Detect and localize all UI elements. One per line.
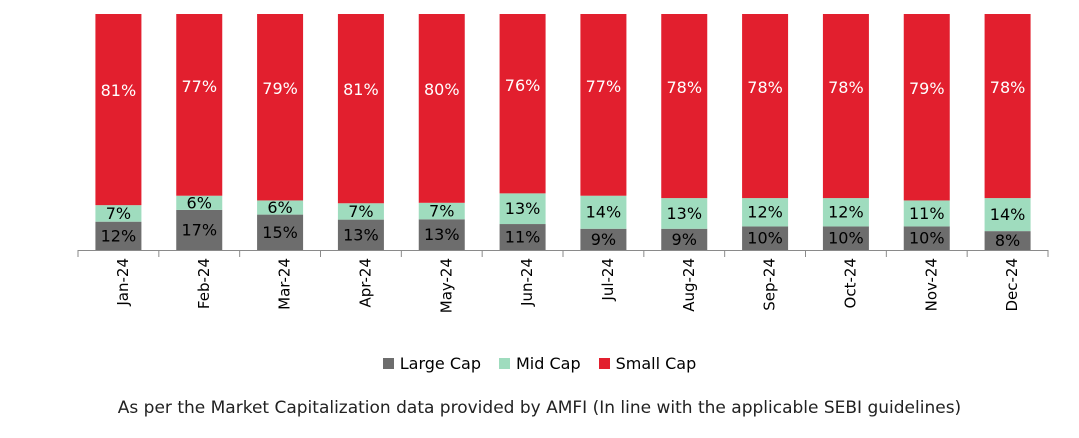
bar-segment-mid-cap-nov-24 [903, 200, 950, 227]
legend-label: Mid Cap [515, 354, 581, 373]
bar-segment-mid-cap-jul-24 [580, 195, 627, 229]
bar-segment-small-cap-mar-24 [257, 14, 304, 201]
data-label-mid-cap-may-24: 7% [429, 202, 454, 221]
bar-segment-large-cap-dec-24 [984, 231, 1031, 250]
data-label-mid-cap-apr-24: 7% [348, 202, 373, 221]
bar-segment-mid-cap-mar-24 [257, 200, 304, 215]
data-label-large-cap-oct-24: 10% [828, 229, 864, 248]
x-tick-label-jun-24: Jun-24 [518, 258, 536, 307]
bar-segment-small-cap-dec-24 [984, 14, 1031, 199]
bar-segment-small-cap-nov-24 [903, 14, 950, 201]
bar-segment-large-cap-aug-24 [661, 228, 708, 250]
data-label-mid-cap-mar-24: 6% [267, 198, 292, 217]
bar-segment-large-cap-nov-24 [903, 226, 950, 250]
data-label-mid-cap-sep-24: 12% [747, 203, 783, 222]
data-label-small-cap-feb-24: 77% [181, 77, 217, 96]
x-tick-label-dec-24: Dec-24 [1003, 258, 1021, 312]
legend-swatch [598, 358, 610, 369]
data-label-mid-cap-oct-24: 12% [828, 203, 864, 222]
bar-segment-mid-cap-dec-24 [984, 198, 1031, 232]
bar-segment-large-cap-jul-24 [580, 228, 627, 250]
bar-segment-mid-cap-jun-24 [499, 193, 546, 225]
bar-segment-small-cap-oct-24 [822, 14, 869, 199]
data-label-small-cap-apr-24: 81% [343, 80, 379, 99]
x-tick-label-may-24: May-24 [437, 258, 455, 313]
data-label-mid-cap-dec-24: 14% [990, 205, 1026, 224]
data-label-mid-cap-jun-24: 13% [505, 199, 541, 218]
bar-segment-large-cap-apr-24 [337, 219, 384, 250]
footnote: As per the Market Capitalization data pr… [117, 398, 962, 418]
bar-segment-mid-cap-aug-24 [661, 198, 708, 229]
x-tick-label-jul-24: Jul-24 [599, 258, 617, 302]
bar-segment-small-cap-jul-24 [580, 14, 627, 196]
legend-label: Small Cap [615, 354, 697, 373]
x-tick-label-nov-24: Nov-24 [922, 258, 940, 311]
data-label-small-cap-jan-24: 81% [101, 81, 137, 100]
legend-item-mid-cap: Mid Cap [498, 354, 581, 373]
data-label-large-cap-dec-24: 8% [995, 231, 1020, 250]
x-tick-label-aug-24: Aug-24 [680, 258, 698, 312]
bar-segment-large-cap-mar-24 [257, 214, 304, 250]
x-tick-label-apr-24: Apr-24 [356, 258, 374, 308]
data-label-large-cap-jul-24: 9% [591, 230, 616, 249]
data-label-small-cap-aug-24: 78% [666, 78, 702, 97]
data-label-large-cap-aug-24: 9% [672, 230, 697, 249]
bar-segment-small-cap-apr-24 [337, 14, 384, 204]
legend-swatch [498, 358, 510, 369]
data-label-mid-cap-feb-24: 6% [187, 193, 212, 212]
x-tick-label-jan-24: Jan-24 [114, 258, 132, 307]
bar-segment-small-cap-feb-24 [176, 14, 223, 196]
x-axis: Jan-24 Feb-24 Mar-24 Apr-24 May-24 Jun-24 Jul-… [77, 250, 1049, 313]
data-label-large-cap-feb-24: 17% [181, 220, 217, 239]
x-tick-label-feb-24: Feb-24 [195, 258, 213, 309]
data-label-small-cap-mar-24: 79% [262, 79, 298, 98]
data-label-small-cap-oct-24: 78% [828, 78, 864, 97]
bar-segment-large-cap-sep-24 [742, 226, 789, 250]
data-label-small-cap-may-24: 80% [424, 80, 460, 99]
bar-segment-small-cap-jan-24 [95, 14, 142, 206]
data-label-large-cap-may-24: 13% [424, 225, 460, 244]
bar-segment-mid-cap-sep-24 [742, 198, 789, 227]
bar-segment-small-cap-sep-24 [742, 14, 789, 199]
bar-segment-small-cap-jun-24 [499, 14, 546, 194]
bar-segment-mid-cap-feb-24 [176, 195, 223, 210]
x-tick-label-sep-24: Sep-24 [761, 258, 779, 311]
legend-label: Large Cap [399, 354, 481, 373]
bar-segment-large-cap-jun-24 [499, 224, 546, 250]
x-tick-label-mar-24: Mar-24 [276, 258, 294, 310]
data-label-large-cap-jun-24: 11% [505, 228, 541, 247]
data-label-large-cap-mar-24: 15% [262, 223, 298, 242]
data-label-small-cap-nov-24: 79% [909, 79, 945, 98]
bar-segment-mid-cap-oct-24 [822, 198, 869, 227]
data-label-small-cap-jul-24: 77% [586, 77, 622, 96]
data-label-mid-cap-jul-24: 14% [586, 203, 622, 222]
stacked-bar-chart: 12% 7% 81% 17% 6% 77% 15% 6% 79% 13% 7% 81% 13% 7% 80%… [77, 14, 1049, 313]
data-label-small-cap-dec-24: 78% [990, 78, 1026, 97]
bar-segment-large-cap-feb-24 [176, 209, 223, 250]
bar-segment-large-cap-oct-24 [822, 226, 869, 250]
x-tick-label-oct-24: Oct-24 [841, 258, 859, 308]
bar-segment-mid-cap-jan-24 [95, 205, 142, 222]
bar-segment-small-cap-aug-24 [661, 14, 708, 199]
bar-group: 12% 7% 81% 17% 6% 77% 15% 6% 79% 13% 7% 81% 13% 7% 80%… [95, 14, 1031, 250]
data-label-mid-cap-aug-24: 13% [666, 204, 702, 223]
data-label-small-cap-jun-24: 76% [505, 76, 541, 95]
data-label-large-cap-apr-24: 13% [343, 225, 379, 244]
bar-segment-large-cap-may-24 [418, 219, 465, 250]
data-label-large-cap-nov-24: 10% [909, 229, 945, 248]
bar-segment-small-cap-may-24 [418, 14, 465, 203]
data-label-mid-cap-jan-24: 7% [106, 204, 131, 223]
legend-swatch [382, 358, 394, 369]
legend-item-small-cap: Small Cap [598, 354, 697, 373]
bar-segment-mid-cap-may-24 [418, 202, 465, 220]
data-label-mid-cap-nov-24: 11% [909, 204, 945, 223]
data-label-small-cap-sep-24: 78% [747, 78, 783, 97]
bar-segment-mid-cap-apr-24 [337, 203, 384, 220]
legend: Large Cap Mid Cap Small Cap [0, 354, 1079, 373]
bar-segment-large-cap-jan-24 [95, 221, 142, 250]
data-label-large-cap-sep-24: 10% [747, 229, 783, 248]
data-label-large-cap-jan-24: 12% [101, 226, 137, 245]
legend-item-large-cap: Large Cap [382, 354, 481, 373]
